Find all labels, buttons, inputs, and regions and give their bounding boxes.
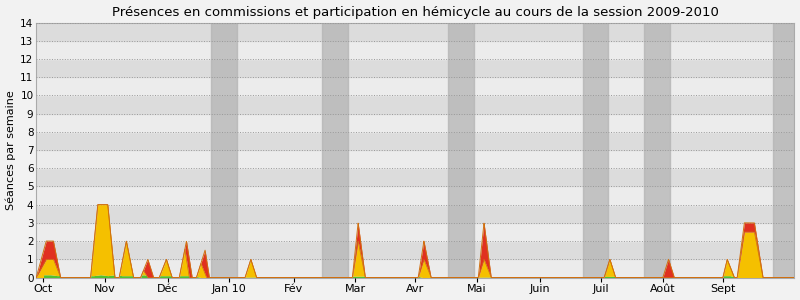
Bar (36, 132, 794, 150)
Bar (36, 114, 794, 132)
Bar (36, 241, 794, 259)
Bar (36, 223, 794, 241)
Bar (36, 41, 794, 59)
Bar (36, 168, 794, 186)
Bar (644, 22, 670, 278)
Title: Présences en commissions et participation en hémicycle au cours de la session 20: Présences en commissions et participatio… (112, 6, 718, 19)
Bar (36, 22, 794, 41)
Bar (36, 150, 794, 168)
Bar (36, 59, 794, 77)
Bar (322, 22, 348, 278)
Bar (36, 95, 794, 114)
Bar (36, 205, 794, 223)
Bar (36, 186, 794, 205)
Bar (582, 22, 609, 278)
Y-axis label: Séances par semaine: Séances par semaine (6, 90, 16, 210)
Bar (210, 22, 237, 278)
Bar (448, 22, 474, 278)
Bar (36, 259, 794, 278)
Bar (36, 77, 794, 95)
Bar (773, 22, 798, 278)
